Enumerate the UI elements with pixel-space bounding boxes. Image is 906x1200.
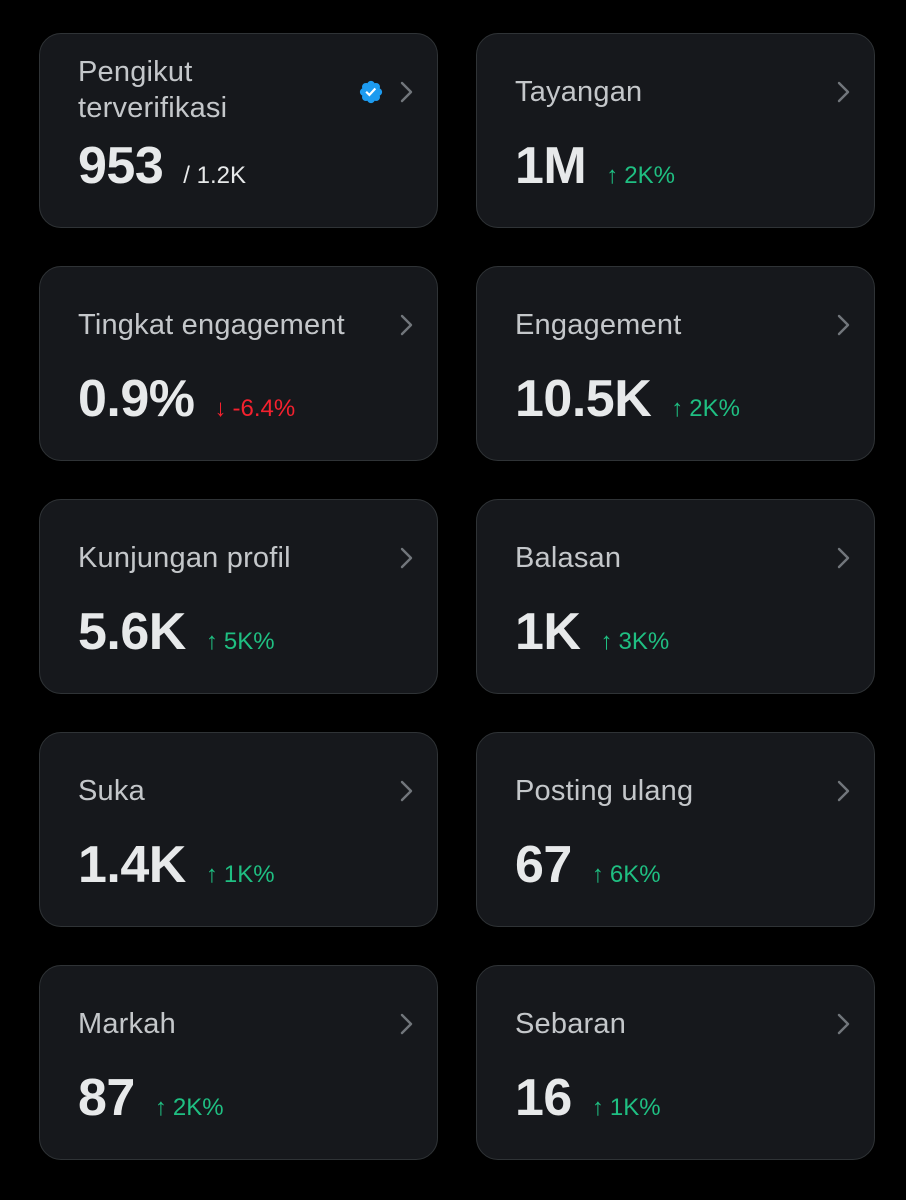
value-row: 16 ↑ 1K% (515, 1068, 661, 1128)
metric-delta: ↑ 3K% (600, 628, 669, 656)
chevron-right-icon (837, 81, 850, 103)
value-row: 5.6K ↑ 5K% (78, 602, 275, 662)
chevron-right-icon (837, 780, 850, 802)
delta-value: -6.4% (232, 395, 296, 422)
delta-value: 2K% (689, 395, 740, 422)
arrow-up-icon: ↑ (591, 861, 604, 888)
card-label: Tayangan (515, 76, 643, 108)
chevron-right-icon (837, 1013, 850, 1035)
card-engagement-rate[interactable]: Tingkat engagement 0.9% ↓ -6.4% (39, 266, 438, 461)
value-row: 67 ↑ 6K% (515, 835, 661, 895)
metric-delta: ↑ 2K% (671, 395, 740, 423)
delta-value: 5K% (223, 628, 275, 655)
card-engagement[interactable]: Engagement 10.5K ↑ 2K% (476, 266, 875, 461)
metric-value: 953 (78, 137, 164, 195)
metric-delta: ↑ 2K% (606, 162, 675, 190)
chevron-right-icon (400, 780, 413, 802)
metric-value: 67 (515, 836, 572, 894)
card-reposts[interactable]: Posting ulang 67 ↑ 6K% (476, 732, 875, 927)
card-shares[interactable]: Sebaran 16 ↑ 1K% (476, 965, 875, 1160)
delta-value: 3K% (618, 628, 670, 655)
delta-value: 2K% (172, 1094, 224, 1121)
chevron-right-icon (400, 81, 413, 103)
arrow-up-icon: ↑ (671, 395, 684, 422)
metric-total: / 1.2K (183, 162, 246, 189)
card-profile-visits[interactable]: Kunjungan profil 5.6K ↑ 5K% (39, 499, 438, 694)
card-label: Pengikut terverifikasi (78, 56, 228, 124)
metric-delta: ↓ -6.4% (215, 395, 296, 423)
chevron-right-icon (400, 547, 413, 569)
metric-value: 1M (515, 137, 587, 195)
card-replies[interactable]: Balasan 1K ↑ 3K% (476, 499, 875, 694)
arrow-up-icon: ↑ (591, 1094, 604, 1121)
card-label: Balasan (515, 542, 622, 574)
metric-value: 1.4K (78, 836, 186, 894)
delta-value: 6K% (609, 861, 661, 888)
card-label: Markah (78, 1008, 176, 1040)
arrow-down-icon: ↓ (214, 395, 227, 422)
arrow-up-icon: ↑ (606, 162, 619, 189)
chevron-right-icon (400, 314, 413, 336)
card-label: Suka (78, 775, 145, 807)
delta-value: 1K% (223, 861, 275, 888)
metric-delta: ↑ 5K% (206, 628, 275, 656)
card-label: Sebaran (515, 1008, 627, 1040)
chevron-right-icon (837, 547, 850, 569)
delta-value: 1K% (609, 1094, 661, 1121)
metric-value: 5.6K (78, 603, 186, 661)
metric-delta: ↑ 6K% (592, 861, 661, 889)
value-row: 1.4K ↑ 1K% (78, 835, 275, 895)
metric-delta: ↑ 2K% (155, 1094, 224, 1122)
value-row: 0.9% ↓ -6.4% (78, 369, 295, 429)
value-row: 1K ↑ 3K% (515, 602, 669, 662)
chevron-right-icon (400, 1013, 413, 1035)
metric-value: 1K (515, 603, 581, 661)
value-row: 87 ↑ 2K% (78, 1068, 224, 1128)
value-row: 1M ↑ 2K% (515, 136, 675, 196)
card-label: Tingkat engagement (78, 309, 345, 341)
card-label: Engagement (515, 309, 682, 341)
card-verified-followers[interactable]: Pengikut terverifikasi 953 / 1.2K (39, 33, 438, 228)
metric-value: 87 (78, 1069, 135, 1127)
delta-value: 2K% (624, 162, 675, 189)
metric-delta: ↑ 1K% (206, 861, 275, 889)
card-label: Kunjungan profil (78, 542, 291, 574)
chevron-right-icon (837, 314, 850, 336)
arrow-up-icon: ↑ (154, 1094, 167, 1121)
card-impressions[interactable]: Tayangan 1M ↑ 2K% (476, 33, 875, 228)
metric-delta: ↑ 1K% (592, 1094, 661, 1122)
value-row: 10.5K ↑ 2K% (515, 369, 740, 429)
value-row: 953 / 1.2K (78, 136, 246, 196)
card-bookmarks[interactable]: Markah 87 ↑ 2K% (39, 965, 438, 1160)
metric-value: 16 (515, 1069, 572, 1127)
metrics-grid: Pengikut terverifikasi 953 / 1.2K Tayang… (39, 33, 876, 1160)
card-label: Posting ulang (515, 775, 694, 807)
arrow-up-icon: ↑ (205, 628, 218, 655)
verified-badge-icon (359, 80, 383, 104)
metric-value: 10.5K (515, 370, 652, 428)
card-likes[interactable]: Suka 1.4K ↑ 1K% (39, 732, 438, 927)
arrow-up-icon: ↑ (205, 861, 218, 888)
arrow-up-icon: ↑ (600, 628, 613, 655)
metric-value: 0.9% (78, 370, 195, 428)
